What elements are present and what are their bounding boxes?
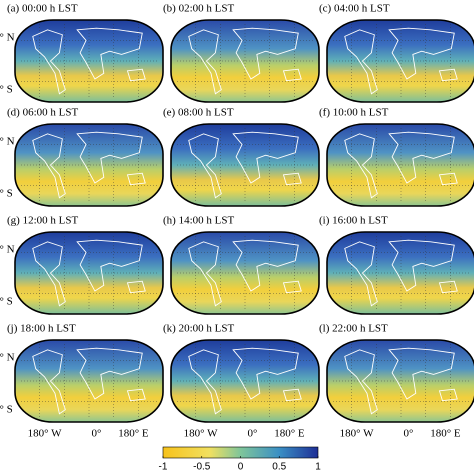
coastline: [188, 347, 302, 415]
colorbar-tick-label: -1: [159, 462, 168, 473]
lat-label-south: 0° S: [0, 296, 13, 308]
panel-title: (j) 18:00 h LST: [7, 323, 76, 335]
coastline: [188, 239, 302, 307]
panel-title: (h) 14:00 h LST: [163, 215, 234, 227]
colorbar-tick-label: -0.5: [193, 462, 211, 473]
coastline: [32, 239, 146, 307]
map-field: [326, 19, 474, 103]
coastline: [32, 347, 146, 415]
coastline: [344, 131, 458, 199]
map-panel: [170, 19, 320, 103]
lon-label: 180° E: [430, 428, 461, 440]
coastline: [344, 347, 458, 415]
panel-title: (g) 12:00 h LST: [7, 215, 78, 227]
map-panel: [170, 231, 320, 315]
map-field: [326, 231, 474, 315]
panel-title: (a) 00:00 h LST: [7, 3, 78, 15]
lat-label-north: 0° N: [0, 244, 15, 256]
map-panel: [326, 231, 474, 315]
lon-label: 180° E: [118, 428, 149, 440]
map-panel: [14, 19, 164, 103]
map-panel: [170, 123, 320, 207]
map-panel: [170, 339, 320, 423]
map-panel: [326, 339, 474, 423]
panel-title: (d) 06:00 h LST: [7, 107, 78, 119]
lat-label-north: 0° N: [0, 32, 15, 44]
panel-title: (l) 22:00 h LST: [319, 323, 388, 335]
lon-label: 0°: [91, 428, 101, 440]
lat-label-south: 0° S: [0, 404, 13, 416]
coastline: [344, 27, 458, 95]
map-panel: [326, 19, 474, 103]
map-field: [326, 123, 474, 207]
lat-label-north: 0° N: [0, 136, 15, 148]
panel-title: (f) 10:00 h LST: [319, 107, 389, 119]
map-panel: [14, 339, 164, 423]
coastline: [32, 27, 146, 95]
lon-label: 180° E: [274, 428, 305, 440]
coastline: [188, 131, 302, 199]
map-panel: [14, 231, 164, 315]
coastline: [32, 131, 146, 199]
panel-title: (e) 08:00 h LST: [163, 107, 234, 119]
lat-label-south: 0° S: [0, 84, 13, 96]
panel-title: (k) 20:00 h LST: [163, 323, 234, 335]
coastline: [344, 239, 458, 307]
lon-label: 180° W: [340, 428, 374, 440]
map-grid: (a) 00:00 h LST 0° N 0° S (b) 02:00 h LST (c…: [0, 3, 474, 440]
map-panel: [326, 123, 474, 207]
lat-label-north: 0° N: [0, 352, 15, 364]
colorbar-tick-label: 1: [315, 462, 321, 473]
lon-label: 180° W: [28, 428, 62, 440]
lat-label-south: 0° S: [0, 188, 13, 200]
panel-title: (c) 04:00 h LST: [319, 3, 390, 15]
colorbar-tick-label: 0.5: [272, 462, 286, 473]
lon-label: 0°: [247, 428, 257, 440]
panel-title: (i) 16:00 h LST: [319, 215, 388, 227]
lon-label: 180° W: [184, 428, 218, 440]
map-panel: [14, 123, 164, 207]
panel-title: (b) 02:00 h LST: [163, 3, 234, 15]
map-field: [326, 339, 474, 423]
colorbar-tick-label: 0: [238, 462, 244, 473]
lon-label: 0°: [403, 428, 413, 440]
coastline: [188, 27, 302, 95]
